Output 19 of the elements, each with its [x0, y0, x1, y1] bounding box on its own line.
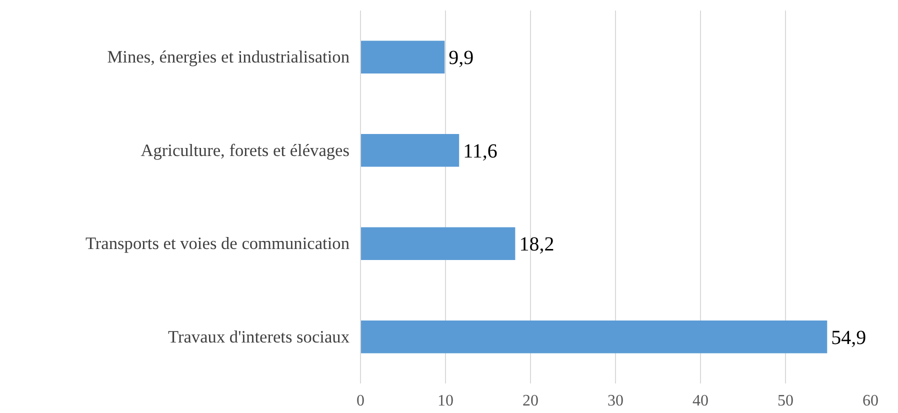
data-label: 18,2 [519, 234, 554, 256]
x-tick-label: 10 [438, 392, 454, 410]
x-tick-label: 20 [522, 392, 538, 410]
bar [360, 227, 516, 260]
x-tick-label: 0 [356, 392, 364, 410]
y-tick-label: Travaux d'interets sociaux [168, 327, 350, 346]
x-tick-label: 40 [692, 392, 708, 410]
bar [360, 320, 828, 354]
y-tick-label: Mines, énergies et industrialisation [107, 48, 350, 67]
x-tick-label: 50 [778, 392, 794, 410]
x-tick-label: 30 [608, 392, 624, 410]
bar [360, 40, 445, 74]
data-label: 9,9 [448, 47, 474, 70]
bar [360, 134, 460, 167]
data-label: 11,6 [463, 140, 498, 162]
y-tick-label: Transports et voies de communication [85, 234, 350, 254]
data-label: 54,9 [831, 326, 866, 349]
y-tick-label: Agriculture, forets et élévages [140, 140, 350, 160]
x-tick-label: 60 [862, 392, 878, 410]
